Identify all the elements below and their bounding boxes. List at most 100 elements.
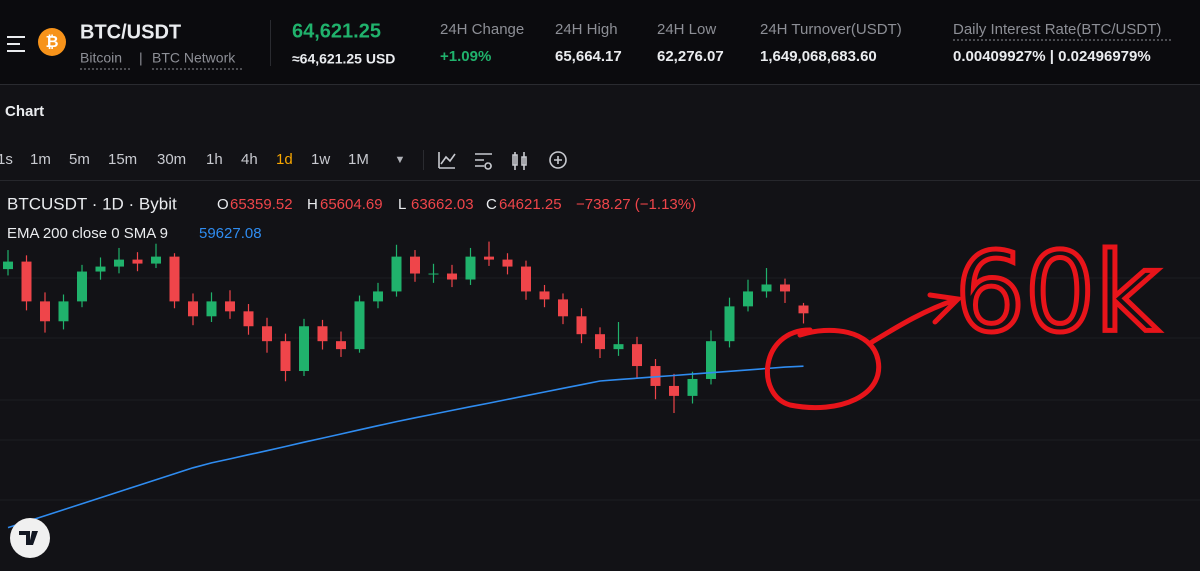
ema-line [7, 365, 804, 529]
candle-body [558, 299, 568, 317]
chart-type-icon[interactable] [512, 152, 527, 170]
indicator-icon[interactable] [438, 152, 456, 169]
ohlc-value: 63662.03 [411, 196, 474, 213]
menu-icon[interactable] [7, 36, 25, 52]
template-icon[interactable] [475, 153, 492, 170]
candle-body [336, 341, 346, 350]
candle-body [40, 301, 50, 322]
ohlc-label: H [307, 196, 318, 213]
ohlc-value: 65604.69 [320, 196, 383, 213]
interval-button[interactable]: 30m [157, 151, 186, 168]
ohlc-value: 64621.25 [499, 196, 562, 213]
candle-body [632, 344, 642, 367]
interval-dropdown[interactable]: ▼ [395, 154, 406, 166]
candle-body [539, 291, 550, 300]
candle-body [502, 259, 513, 267]
header-bar [0, 0, 1200, 84]
interval-button[interactable]: 1h [206, 151, 223, 168]
stat-label: 24H High [555, 21, 618, 38]
interval-button[interactable]: 15m [108, 151, 137, 168]
usd-price: ≈64,621.25 USD [292, 51, 395, 67]
candle-body [151, 256, 161, 264]
interval-button[interactable]: 1M [348, 151, 369, 168]
candle-body [521, 266, 531, 292]
coin-icon [38, 28, 66, 56]
candle-body [373, 291, 383, 302]
annotation-drawing [765, 292, 964, 411]
interval-button[interactable]: 4h [241, 151, 258, 168]
stat-value: +1.09% [440, 48, 491, 65]
interval-button[interactable]: 1w [311, 151, 330, 168]
panel-title: Chart [5, 103, 44, 120]
candle-body [724, 306, 735, 342]
candle-body [447, 273, 457, 280]
toolbar-icons [438, 151, 567, 170]
ohlc-label: C [486, 196, 497, 213]
chart-title: BTCUSDT · 1D · Bybit [7, 194, 177, 213]
indicator-value: 59627.08 [199, 225, 262, 242]
candle-body [743, 291, 753, 307]
stat-value: 1,649,068,683.60 [760, 48, 877, 65]
candle-body [706, 341, 716, 379]
stat-label: 24H Turnover(USDT) [760, 21, 902, 38]
annotation-circle [765, 327, 882, 411]
network[interactable]: BTC Network [152, 50, 236, 66]
ohlc-label: L [398, 196, 406, 213]
ohlc-label: O [217, 196, 229, 213]
candle-body [484, 256, 494, 260]
last-price: 64,621.25 [292, 20, 381, 42]
stat-label: 24H Change [440, 21, 524, 38]
interval-button[interactable]: 1d [276, 151, 293, 168]
candle-body [576, 316, 587, 335]
stat-value: 0.00409927% | 0.02496979% [953, 48, 1151, 65]
candle-body [798, 305, 809, 314]
stat-value: 65,664.17 [555, 48, 622, 65]
candle-body [780, 284, 790, 292]
change: −738.27 (−1.13%) [576, 196, 696, 213]
candle-body [114, 259, 124, 267]
pair: BTC/USDT [80, 21, 181, 43]
stat-label: Daily Interest Rate(BTC/USDT) [953, 21, 1161, 38]
candle-body [3, 261, 13, 270]
candle-body [317, 326, 328, 342]
candle-body [428, 273, 439, 275]
interval-button[interactable]: 5m [69, 151, 90, 168]
candle-body [206, 301, 217, 317]
candle-body [354, 301, 365, 350]
candle-body [613, 344, 624, 350]
candle-body [21, 261, 32, 302]
candle-body [595, 334, 605, 350]
candle-body [225, 301, 235, 312]
add-icon-cross [554, 156, 562, 164]
candle-body [77, 271, 87, 302]
add-icon[interactable] [549, 151, 567, 169]
interval-button[interactable]: 1s [0, 151, 13, 168]
candle-body [299, 326, 309, 372]
candle-body [243, 311, 254, 327]
candle-body [410, 256, 420, 274]
candle-body [465, 256, 476, 280]
candle-body [391, 256, 402, 292]
candle-body [188, 301, 198, 317]
candle-body [761, 284, 772, 292]
annotation-arrow [869, 292, 964, 345]
coin-icon-glyph: ₿ [45, 33, 58, 51]
ohlc-value: 65359.52 [230, 196, 293, 213]
candle-body [280, 341, 291, 372]
candle-body [669, 385, 679, 396]
candle-body [169, 256, 180, 302]
interval-button[interactable]: 1m [30, 151, 51, 168]
candle-body [95, 266, 106, 272]
candle-body [262, 326, 272, 342]
stat-value: 62,276.07 [657, 48, 724, 65]
indicator-name: EMA 200 close 0 SMA 9 [7, 225, 168, 242]
candle-body [58, 301, 69, 322]
annotation-text: 60k [955, 228, 1159, 356]
separator: | [139, 50, 143, 66]
tradingview-logo-glyph [19, 531, 38, 545]
candle-body [132, 259, 143, 264]
candle-body [687, 378, 698, 396]
coin-name[interactable]: Bitcoin [80, 50, 122, 66]
